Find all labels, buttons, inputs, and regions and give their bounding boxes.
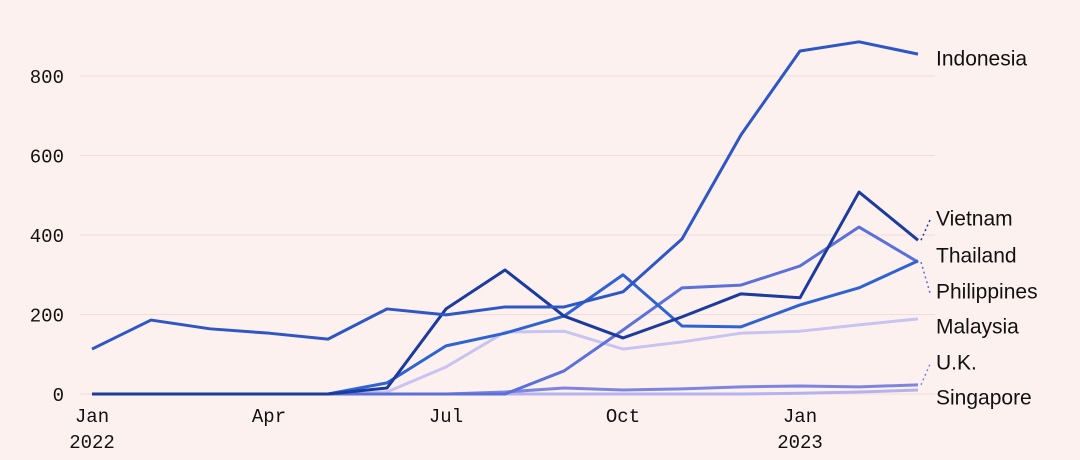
leader-line [920, 363, 931, 386]
leader-line [920, 219, 931, 241]
x-tick-label: Jul [429, 406, 463, 428]
series-line [91, 40, 919, 351]
series-line [92, 190, 919, 396]
y-tick-label: 200 [30, 306, 64, 328]
x-tick-label: Jan 2022 [69, 406, 115, 454]
y-tick-label: 400 [30, 226, 64, 248]
series-label: Vietnam [936, 208, 1013, 231]
x-tick-label: Oct [606, 406, 640, 428]
series-label: Singapore [936, 387, 1032, 410]
series-label: Thailand [936, 245, 1017, 268]
series-line [92, 225, 919, 396]
series-label: Malaysia [936, 316, 1019, 339]
x-tick-label: Jan 2023 [777, 406, 823, 454]
series-label: U.K. [936, 352, 977, 375]
leader-line [920, 261, 931, 294]
series-line [92, 259, 919, 396]
x-tick-label: Apr [252, 406, 286, 428]
series-label: Philippines [936, 281, 1038, 304]
series-label: Indonesia [936, 48, 1027, 71]
y-tick-label: 0 [53, 385, 64, 407]
y-tick-label: 800 [30, 67, 64, 89]
y-tick-label: 600 [30, 147, 64, 169]
